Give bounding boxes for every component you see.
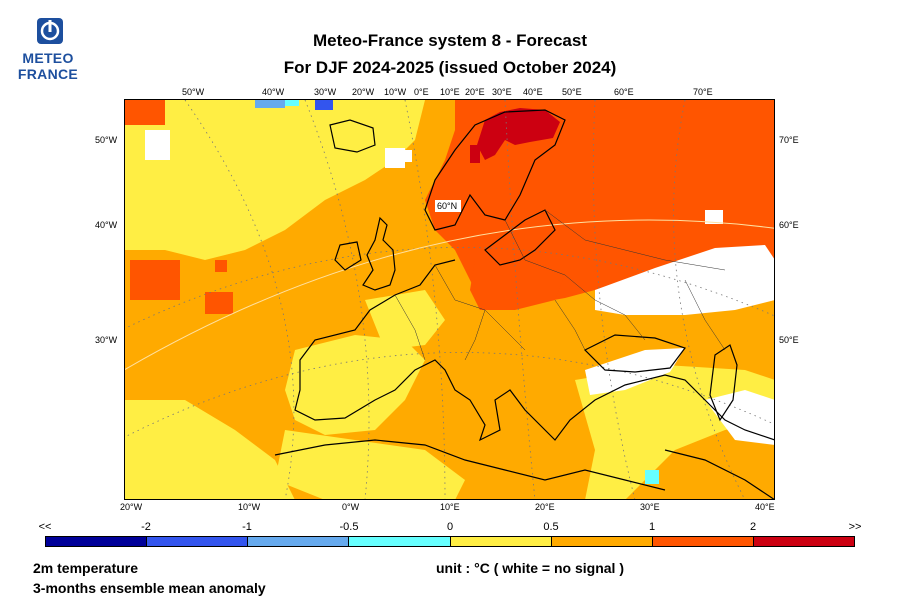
colorbar-segment: [46, 537, 147, 546]
yellow-north-africa: [275, 430, 465, 500]
top-tick: 40°W: [262, 87, 285, 97]
colorbar-segment: [449, 537, 551, 546]
bottom-tick: 40°E: [755, 502, 775, 512]
no-signal-patch: [400, 150, 412, 162]
top-tick: 30°W: [314, 87, 337, 97]
no-signal-caspian: [705, 390, 775, 445]
colorbar-label: 0.5: [543, 521, 559, 533]
red-anomaly-atlantic-dot: [215, 260, 227, 272]
top-tick: 60°E: [614, 87, 634, 97]
negative-anomaly-patch: [315, 100, 333, 110]
graticule: [125, 100, 775, 500]
top-tick: 70°E: [693, 87, 713, 97]
red-anomaly-northwest: [125, 100, 165, 125]
variable-description: 3-months ensemble mean anomaly: [33, 580, 266, 596]
no-signal-patch: [705, 210, 723, 224]
logo-text-line1: METEO: [22, 50, 74, 66]
top-tick: 20°W: [352, 87, 375, 97]
colorbar-segment: [247, 537, 349, 546]
top-tick: 20°E: [465, 87, 485, 97]
bottom-tick: 10°E: [440, 502, 460, 512]
latitude-label: 60°N: [437, 201, 458, 211]
colorbar-label: 2: [749, 521, 757, 533]
colorbar-label: <<: [38, 521, 52, 533]
top-tick: 10°E: [440, 87, 460, 97]
colorbar-segment: [752, 537, 854, 546]
darkred-anomaly-region: [477, 108, 560, 160]
no-signal-greenland-sea: [145, 130, 170, 160]
colorbar-segment: [146, 537, 248, 546]
anomaly-map: 60°N: [125, 100, 775, 500]
map-title-line2: For DJF 2024-2025 (issued October 2024): [283, 58, 617, 77]
colorbar-segment: [550, 537, 652, 546]
latitude-60n-line: [125, 219, 775, 371]
negative-anomaly-patch: [255, 100, 285, 108]
negative-anomaly-patch: [645, 470, 659, 484]
colorbar-label: 1: [648, 521, 656, 533]
colorbar-label: >>: [848, 521, 862, 533]
colorbar-label: -2: [141, 521, 151, 533]
red-anomaly-atlantic: [130, 260, 180, 300]
top-tick: 0°E: [414, 87, 429, 97]
yellow-north-atlantic: [125, 100, 425, 260]
coastlines: [274, 109, 775, 500]
latitude-label-box: [435, 200, 461, 212]
top-tick: 40°E: [523, 87, 543, 97]
right-tick: 60°E: [779, 220, 799, 230]
bottom-tick: 30°E: [640, 502, 660, 512]
map-canvas: [125, 100, 775, 500]
yellow-iberia: [285, 335, 425, 435]
darkred-anomaly-patch: [470, 145, 480, 163]
yellow-france: [365, 290, 445, 350]
red-anomaly-central: [470, 260, 565, 310]
logo-text-line2: FRANCE: [17, 66, 79, 82]
left-tick: 30°W: [95, 335, 118, 345]
top-tick: 30°E: [492, 87, 512, 97]
colorbar-segment: [348, 537, 450, 546]
negative-anomaly-patch: [285, 100, 299, 106]
unit-note: unit : °C ( white = no signal ): [436, 560, 624, 576]
colorbar-label: -0.5: [339, 521, 359, 533]
yellow-west-atlantic: [125, 400, 295, 500]
bottom-tick: 10°W: [238, 502, 261, 512]
top-tick: 50°W: [182, 87, 205, 97]
country-borders: [394, 209, 726, 361]
variable-name: 2m temperature: [33, 560, 139, 576]
bottom-tick: 20°W: [120, 502, 143, 512]
map-title-line1: Meteo-France system 8 - Forecast: [313, 31, 587, 50]
bottom-tick: 0°W: [342, 502, 360, 512]
top-tick: 50°E: [562, 87, 582, 97]
top-tick: 10°W: [384, 87, 407, 97]
left-tick: 40°W: [95, 220, 118, 230]
colorbar-label: -1: [242, 521, 252, 533]
right-tick: 70°E: [779, 135, 799, 145]
colorbar-label: 0: [446, 521, 454, 533]
meteo-france-logo: [37, 18, 63, 44]
colorbar: [45, 536, 855, 547]
bottom-tick: 20°E: [535, 502, 555, 512]
left-tick: 50°W: [95, 135, 118, 145]
right-tick: 50°E: [779, 335, 799, 345]
red-anomaly-atlantic-small: [205, 292, 233, 314]
colorbar-segment: [651, 537, 753, 546]
